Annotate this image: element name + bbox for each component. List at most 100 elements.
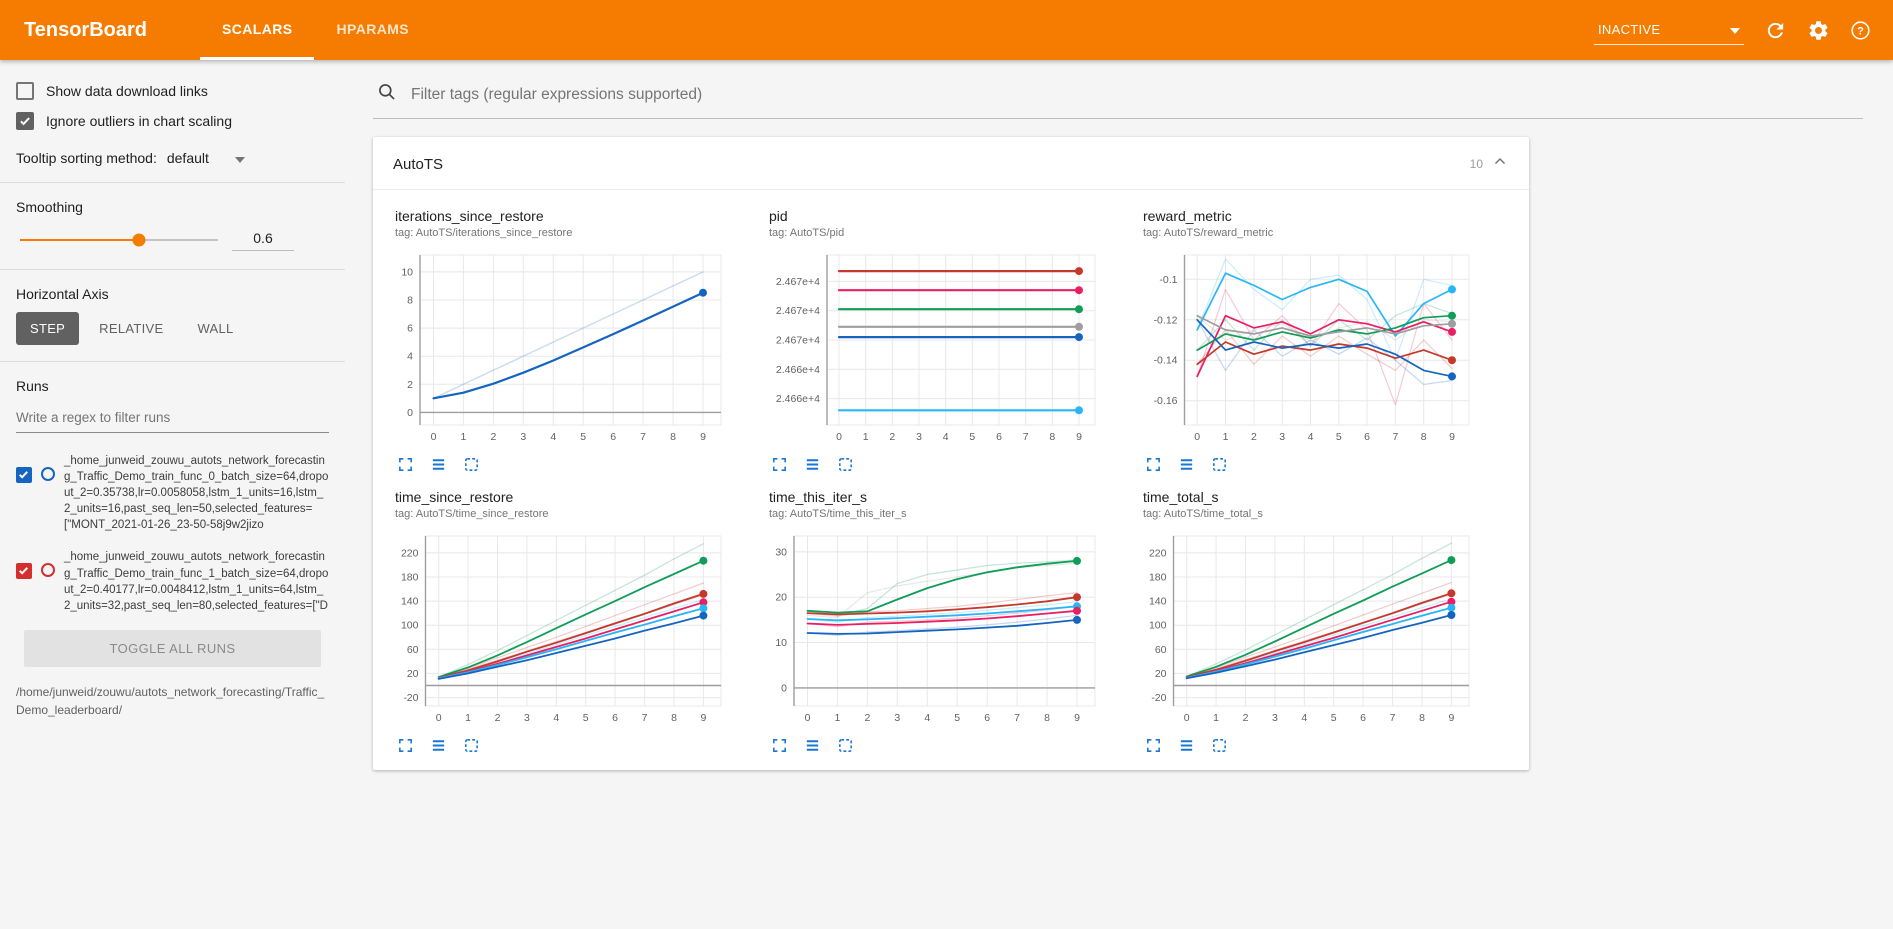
chart-tag: tag: AutoTS/time_since_restore (395, 508, 549, 520)
svg-text:8: 8 (671, 712, 677, 724)
tab-hparams[interactable]: HPARAMS (336, 20, 410, 37)
svg-text:9: 9 (700, 712, 706, 724)
run-selector-icon[interactable] (1178, 456, 1195, 473)
fit-domain-icon[interactable] (463, 737, 480, 754)
smoothing-slider-knob[interactable] (132, 233, 146, 247)
checkbox-label: Ignore outliers in chart scaling (46, 113, 232, 129)
run-visibility-checkbox[interactable] (16, 467, 32, 483)
run-selector-icon[interactable] (430, 456, 447, 473)
run-list-item: _home_junweid_zouwu_autots_network_forec… (16, 453, 329, 533)
svg-text:-20: -20 (403, 692, 418, 704)
line-chart[interactable]: 220 180 140 100 60 20 -20 0 1 2 3 4 5 6 7 8 9 (395, 528, 731, 730)
svg-text:0: 0 (1194, 431, 1200, 443)
check-icon (19, 471, 28, 479)
svg-text:4: 4 (943, 431, 949, 443)
svg-text:2.466e+4: 2.466e+4 (776, 364, 820, 376)
chart-toolbar (1145, 737, 1491, 754)
expand-chart-icon[interactable] (397, 737, 414, 754)
scalars-dashboard: AutoTS 10 iterations_since_restore tag: … (345, 60, 1893, 929)
divider (0, 361, 345, 362)
svg-text:3: 3 (1272, 712, 1278, 724)
data-status-dropdown[interactable]: INACTIVE (1594, 15, 1744, 45)
svg-text:6: 6 (984, 712, 990, 724)
svg-text:7: 7 (642, 712, 648, 724)
expand-chart-icon[interactable] (771, 456, 788, 473)
svg-text:0: 0 (407, 407, 413, 419)
svg-text:220: 220 (401, 547, 419, 559)
tooltip-sorting-select[interactable]: default (167, 150, 245, 166)
svg-text:-0.1: -0.1 (1159, 274, 1177, 286)
chart-card-time-total: time_total_s tag: AutoTS/time_total_s 22… (1139, 483, 1495, 760)
run-selector-icon[interactable] (804, 737, 821, 754)
chart-title: iterations_since_restore (395, 208, 544, 224)
svg-text:60: 60 (1155, 644, 1167, 656)
run-solo-radio[interactable] (41, 563, 55, 578)
tag-group-header[interactable]: AutoTS 10 (373, 137, 1529, 190)
smoothing-control: 0.6 (16, 223, 329, 253)
smoothing-slider-fill (20, 239, 139, 241)
chart-card-time-since-restore: time_since_restore tag: AutoTS/time_sinc… (391, 483, 747, 760)
fit-domain-icon[interactable] (1211, 456, 1228, 473)
line-chart[interactable]: 220 180 140 100 60 20 -20 0 1 2 3 4 5 6 7 8 9 (1143, 528, 1479, 730)
expand-chart-icon[interactable] (1145, 456, 1162, 473)
line-chart[interactable]: -0.1 -0.12 -0.14 -0.16 0 1 2 3 4 5 6 7 8 9 (1143, 247, 1479, 449)
line-chart[interactable]: 2.467e+4 2.467e+4 2.467e+4 2.466e+4 2.466e+4… (769, 247, 1105, 449)
fit-domain-icon[interactable] (837, 456, 854, 473)
expand-chart-icon[interactable] (771, 737, 788, 754)
fit-domain-icon[interactable] (463, 456, 480, 473)
axis-step-button[interactable]: STEP (16, 312, 80, 345)
run-name: _home_junweid_zouwu_autots_network_forec… (64, 551, 329, 612)
svg-text:6: 6 (996, 431, 1002, 443)
chart-tag: tag: AutoTS/iterations_since_restore (395, 227, 573, 239)
ignore-outliers-checkbox[interactable] (16, 112, 34, 130)
checkbox-label: Show data download links (46, 83, 208, 99)
runs-filter-input[interactable] (16, 402, 329, 433)
refresh-icon[interactable] (1764, 19, 1787, 42)
line-chart[interactable]: 0 2 4 6 8 10 0 1 2 3 4 5 6 7 8 9 (395, 247, 731, 449)
tag-filter-input[interactable] (409, 84, 1859, 105)
chart-toolbar (771, 737, 1117, 754)
line-chart[interactable]: 30 20 10 0 0 1 2 3 4 5 6 7 8 9 (769, 528, 1105, 730)
smoothing-value-field[interactable]: 0.6 (232, 226, 294, 251)
tab-scalars[interactable]: SCALARS (200, 0, 315, 60)
run-selector-icon[interactable] (1178, 737, 1195, 754)
svg-text:9: 9 (1449, 431, 1455, 443)
ignore-outliers-checkbox-row[interactable]: Ignore outliers in chart scaling (16, 112, 329, 130)
svg-text:7: 7 (1390, 712, 1396, 724)
svg-text:2: 2 (407, 379, 413, 391)
horizontal-axis-label: Horizontal Axis (16, 286, 109, 302)
svg-text:0: 0 (836, 431, 842, 443)
run-selector-icon[interactable] (804, 456, 821, 473)
show-download-links-checkbox-row[interactable]: Show data download links (16, 82, 329, 100)
help-icon[interactable]: ? (1850, 20, 1871, 41)
svg-text:2: 2 (864, 712, 870, 724)
tooltip-sorting-label: Tooltip sorting method: (16, 150, 157, 166)
svg-text:1: 1 (465, 712, 471, 724)
svg-text:20: 20 (775, 592, 787, 604)
svg-text:10: 10 (401, 266, 413, 278)
run-solo-radio[interactable] (41, 467, 55, 481)
expand-chart-icon[interactable] (1145, 737, 1162, 754)
settings-gear-icon[interactable] (1807, 19, 1830, 42)
svg-text:180: 180 (401, 572, 419, 584)
svg-text:0: 0 (805, 712, 811, 724)
svg-text:1: 1 (834, 712, 840, 724)
tooltip-sorting-row: Tooltip sorting method: default (16, 150, 329, 166)
svg-text:6: 6 (407, 323, 413, 335)
run-visibility-checkbox[interactable] (16, 563, 32, 580)
axis-wall-button[interactable]: WALL (183, 312, 247, 345)
svg-text:5: 5 (1331, 712, 1337, 724)
fit-domain-icon[interactable] (837, 737, 854, 754)
fit-domain-icon[interactable] (1211, 737, 1228, 754)
chart-title: pid (769, 208, 788, 224)
smoothing-slider[interactable] (20, 233, 218, 247)
show-download-links-checkbox[interactable] (16, 82, 34, 100)
expand-chart-icon[interactable] (397, 456, 414, 473)
svg-text:60: 60 (407, 644, 419, 656)
svg-text:1: 1 (1213, 712, 1219, 724)
chevron-up-icon[interactable] (1491, 153, 1509, 175)
toggle-all-runs-button[interactable]: TOGGLE ALL RUNS (23, 629, 322, 667)
chart-tag: tag: AutoTS/time_this_iter_s (769, 508, 907, 520)
axis-relative-button[interactable]: RELATIVE (85, 312, 177, 345)
run-selector-icon[interactable] (430, 737, 447, 754)
